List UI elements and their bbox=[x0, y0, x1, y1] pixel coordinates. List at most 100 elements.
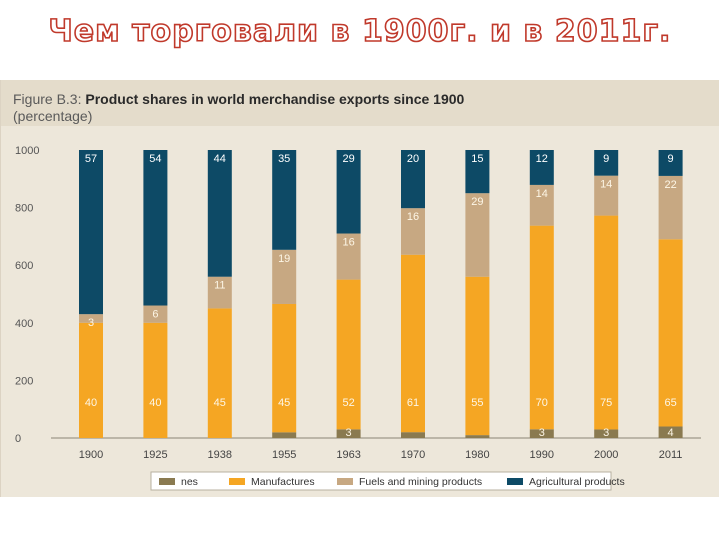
bar-segment bbox=[465, 150, 490, 194]
data-label: 11 bbox=[214, 280, 225, 292]
bar-segment bbox=[465, 435, 490, 438]
bar-segment bbox=[143, 305, 168, 323]
data-label: 70 bbox=[536, 397, 548, 409]
bar-segment bbox=[401, 432, 425, 438]
bar-segment bbox=[336, 429, 361, 438]
figure-subtitle: (percentage) bbox=[13, 108, 93, 124]
bar-segment bbox=[143, 150, 168, 306]
data-label: 65 bbox=[664, 397, 676, 409]
bar-segment bbox=[336, 150, 361, 234]
data-label: 20 bbox=[407, 153, 419, 165]
x-tick-label: 1955 bbox=[272, 449, 296, 461]
bar-segment bbox=[594, 429, 619, 438]
x-tick-label: 1990 bbox=[530, 449, 554, 461]
data-label: 29 bbox=[471, 196, 483, 208]
y-tick-label: 0 bbox=[15, 433, 21, 445]
data-label: 54 bbox=[149, 153, 161, 165]
data-label: 3 bbox=[539, 427, 545, 439]
bar-segment bbox=[465, 193, 490, 277]
bar-segment bbox=[79, 150, 103, 315]
data-label: 75 bbox=[600, 397, 612, 409]
legend-label: nes bbox=[181, 476, 198, 488]
legend-label: Agricultural products bbox=[529, 476, 625, 488]
data-label: 4 bbox=[668, 427, 674, 439]
data-label: 61 bbox=[407, 397, 419, 409]
x-tick-label: 1963 bbox=[336, 449, 360, 461]
y-tick-label: 800 bbox=[15, 203, 33, 215]
data-label: 6 bbox=[152, 309, 158, 321]
x-tick-label: 2011 bbox=[659, 449, 683, 461]
y-tick-label: 400 bbox=[15, 318, 33, 330]
data-label: 9 bbox=[603, 153, 609, 165]
data-label: 3 bbox=[603, 427, 609, 439]
bar-segment bbox=[401, 150, 425, 209]
data-label: 40 bbox=[149, 397, 161, 409]
bar-segment bbox=[529, 429, 554, 438]
bar-segment bbox=[207, 150, 232, 277]
bar-segment bbox=[272, 150, 297, 250]
bar-segment bbox=[272, 432, 297, 438]
bar-segment bbox=[658, 426, 683, 438]
bar-segment bbox=[465, 276, 490, 436]
slide-title: Чем торговали в 1900г. и в 2011г. bbox=[48, 13, 672, 50]
legend bbox=[150, 471, 612, 491]
data-label: 45 bbox=[214, 397, 226, 409]
x-tick-label: 1900 bbox=[79, 449, 103, 461]
bar-segment bbox=[594, 150, 619, 176]
data-label: 55 bbox=[471, 397, 483, 409]
data-label: 29 bbox=[342, 153, 354, 165]
data-label: 45 bbox=[278, 397, 290, 409]
data-label: 35 bbox=[278, 153, 290, 165]
bar-segment bbox=[529, 184, 554, 226]
data-label: 40 bbox=[85, 397, 97, 409]
y-tick-label: 1000 bbox=[15, 145, 39, 157]
bar-segment bbox=[336, 279, 361, 430]
data-label: 15 bbox=[471, 153, 483, 165]
legend-swatch bbox=[337, 478, 353, 485]
data-label: 19 bbox=[278, 253, 290, 265]
data-label: 44 bbox=[214, 153, 226, 165]
bar-segment bbox=[529, 225, 554, 430]
legend-swatch bbox=[159, 478, 175, 485]
data-label: 14 bbox=[600, 179, 612, 191]
bar-segment bbox=[594, 175, 619, 216]
bar-segment bbox=[272, 249, 297, 304]
figure-panel: Figure B.3: Product shares in world merc… bbox=[0, 80, 719, 497]
legend-label: Manufactures bbox=[251, 476, 315, 488]
bar-segment bbox=[207, 276, 232, 309]
data-label: 14 bbox=[536, 188, 548, 200]
data-label: 16 bbox=[342, 237, 354, 249]
bar-segment bbox=[594, 215, 619, 430]
figure-label: Figure B.3: bbox=[13, 91, 82, 107]
bar-segment bbox=[336, 233, 361, 280]
bar-segment bbox=[658, 239, 683, 427]
y-tick-label: 200 bbox=[15, 375, 33, 387]
data-label: 57 bbox=[85, 153, 97, 165]
data-label: 3 bbox=[346, 427, 352, 439]
data-label: 9 bbox=[668, 153, 674, 165]
bar-segment bbox=[79, 322, 103, 438]
x-tick-label: 1938 bbox=[208, 449, 232, 461]
data-label: 22 bbox=[664, 179, 676, 191]
x-tick-label: 1925 bbox=[143, 449, 167, 461]
bar-segment bbox=[401, 208, 425, 255]
data-label: 3 bbox=[88, 317, 94, 329]
stacked-bar-chart: 1000800600400200040357190040654192545114… bbox=[15, 145, 701, 491]
data-label: 52 bbox=[342, 397, 354, 409]
bar-segment bbox=[207, 308, 232, 438]
legend-swatch bbox=[507, 478, 523, 485]
x-tick-label: 1970 bbox=[401, 449, 425, 461]
bar-segment bbox=[401, 254, 425, 433]
data-label: 16 bbox=[407, 211, 419, 223]
legend-label: Fuels and mining products bbox=[359, 476, 482, 488]
x-tick-label: 1980 bbox=[465, 449, 489, 461]
bar-segment bbox=[79, 314, 103, 323]
bar-segment bbox=[143, 322, 168, 438]
figure-title: Figure B.3: Product shares in world merc… bbox=[13, 91, 533, 125]
x-tick-label: 2000 bbox=[594, 449, 618, 461]
bar-segment bbox=[272, 303, 297, 433]
figure-main-title: Product shares in world merchandise expo… bbox=[85, 91, 465, 107]
y-tick-label: 600 bbox=[15, 260, 33, 272]
bar-segment bbox=[529, 150, 554, 185]
bar-segment bbox=[658, 175, 683, 240]
